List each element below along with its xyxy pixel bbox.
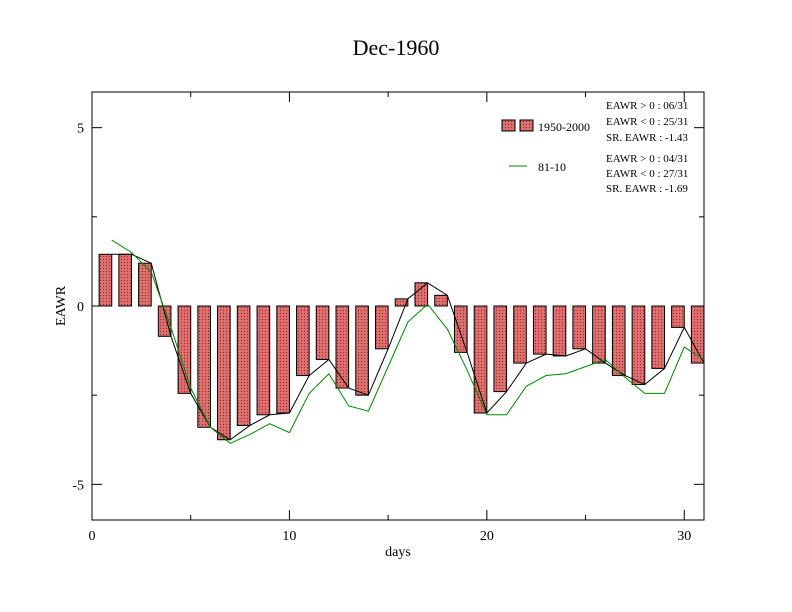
bar: [256, 305, 271, 416]
bar-stat-negative: EAWR < 0 : 25/31: [606, 116, 688, 128]
line-stat-sr: SR. EAWR : -1.69: [606, 183, 688, 195]
bar: [473, 305, 488, 414]
bar: [276, 305, 290, 414]
bar: [690, 305, 705, 364]
bar: [177, 305, 192, 394]
bar: [651, 305, 666, 369]
x-tick-label: 0: [89, 529, 96, 544]
bar: [296, 305, 310, 377]
bar: [631, 305, 646, 385]
legend-bar-swatch-1: [501, 119, 516, 132]
bar: [157, 305, 172, 337]
bar: [532, 305, 547, 355]
bar: [98, 253, 113, 307]
line-stat-positive: EAWR > 0 : 04/31: [606, 153, 688, 165]
bar: [434, 294, 448, 307]
y-tick-label: 5: [77, 122, 84, 137]
bar: [118, 253, 132, 307]
series-line-81-10: [111, 239, 705, 444]
bar: [355, 305, 369, 396]
legend-bar-swatch-2: [519, 119, 534, 132]
y-axis-label: EAWR: [54, 285, 69, 326]
legend: 1950-2000 81-10: [501, 119, 590, 174]
bar: [552, 305, 567, 357]
bar: [374, 305, 389, 350]
bar-series: [98, 253, 705, 441]
x-tick-label: 10: [282, 529, 296, 544]
x-tick-label: 20: [480, 529, 494, 544]
chart-title: Dec-1960: [353, 35, 440, 60]
bar: [592, 305, 606, 364]
line-stat-negative: EAWR < 0 : 27/31: [606, 168, 688, 180]
bar: [335, 305, 350, 389]
line-series: [111, 239, 705, 444]
legend-bar-label: 1950-2000: [538, 120, 590, 134]
bar: [197, 305, 211, 428]
y-tick-label: -5: [72, 478, 84, 493]
bar: [671, 305, 685, 328]
bar: [236, 305, 251, 426]
bar: [513, 305, 527, 364]
x-axis-label: days: [385, 545, 411, 560]
bar: [217, 305, 231, 441]
bar: [394, 298, 409, 307]
x-tick-label: 30: [677, 529, 691, 544]
bar: [493, 305, 508, 393]
y-tick-label: 0: [77, 300, 84, 315]
bar: [315, 305, 330, 360]
axes: 0 10 20 30 -5 0 5: [72, 92, 704, 544]
stats-annotations: EAWR > 0 : 06/31 EAWR < 0 : 25/31 SR. EA…: [606, 100, 688, 195]
bar: [138, 262, 152, 307]
legend-line-label: 81-10: [538, 160, 566, 174]
bar: [453, 305, 468, 353]
bar-stat-positive: EAWR > 0 : 06/31: [606, 100, 688, 112]
bar-stat-sr: SR. EAWR : -1.43: [606, 132, 688, 144]
bar: [414, 282, 429, 307]
bar: [572, 305, 587, 350]
bar: [611, 305, 626, 377]
